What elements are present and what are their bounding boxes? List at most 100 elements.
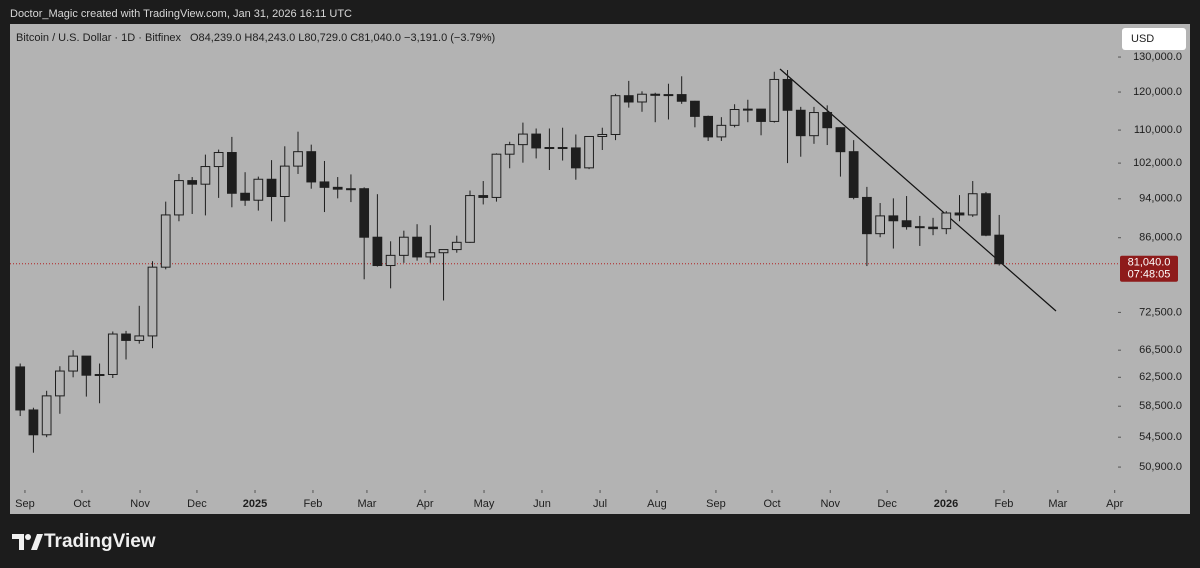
- candle-body: [200, 166, 211, 185]
- candle-body: [28, 409, 39, 436]
- candle-body: [994, 234, 1005, 265]
- candle-body: [359, 188, 370, 238]
- x-tick-label: Feb: [303, 498, 322, 510]
- candle-body: [610, 95, 621, 135]
- y-tick-label: 102,000.0: [1133, 157, 1182, 169]
- y-tick-label: 94,000.0: [1139, 193, 1182, 205]
- candle-body: [41, 395, 52, 436]
- x-tick-label: Dec: [187, 498, 207, 510]
- candle-body: [703, 115, 714, 138]
- candle-body: [901, 220, 912, 228]
- x-tick-label: 2026: [934, 498, 958, 510]
- candle-body: [81, 355, 92, 376]
- candle-body: [226, 152, 237, 194]
- candle-body: [68, 355, 78, 372]
- candle-body: [332, 186, 343, 190]
- candle-body: [531, 133, 542, 149]
- candle-body: [121, 333, 131, 341]
- candle-body: [690, 100, 700, 117]
- candle-body: [293, 151, 303, 167]
- candle-body: [676, 94, 687, 102]
- x-tick-label: 2025: [243, 498, 267, 510]
- price-tag: [1120, 255, 1178, 282]
- candle-body: [504, 144, 515, 155]
- candle-body: [15, 366, 26, 411]
- candle-body: [769, 78, 780, 122]
- candle-body: [570, 147, 581, 169]
- candle-body: [862, 196, 872, 235]
- candle-body: [637, 93, 647, 103]
- x-tick-label: May: [474, 498, 495, 510]
- x-tick-label: Mar: [1048, 498, 1067, 510]
- x-tick-label: Sep: [15, 498, 35, 510]
- candle-body: [319, 181, 330, 188]
- candle-body: [756, 108, 766, 122]
- candle-body: [147, 266, 158, 337]
- candle-body: [888, 215, 899, 222]
- candle-body: [782, 78, 793, 111]
- candle-body: [597, 133, 608, 137]
- y-tick-label: 72,500.0: [1139, 306, 1182, 318]
- candle-body: [584, 135, 594, 169]
- x-tick-label: Feb: [994, 498, 1013, 510]
- candle-body: [438, 249, 449, 254]
- candle-body: [160, 214, 171, 268]
- brand-logo: [12, 534, 43, 550]
- candle-body: [398, 236, 409, 256]
- candles: [15, 70, 1005, 453]
- countdown: 07:48:05: [1128, 269, 1171, 281]
- candle-body: [557, 147, 568, 150]
- candle-body: [491, 153, 502, 198]
- x-tick-label: Dec: [877, 498, 897, 510]
- candle-body: [981, 193, 991, 236]
- candle-body: [809, 112, 819, 137]
- candle-body: [848, 151, 859, 198]
- y-tick-label: 50,900.0: [1139, 461, 1182, 473]
- candle-body: [372, 236, 383, 267]
- x-tick-label: Mar: [357, 498, 376, 510]
- ohlc-legend: O84,239.0 H84,243.0 L80,729.0 C81,040.0 …: [190, 32, 495, 44]
- candle-body: [795, 109, 806, 137]
- candle-body: [279, 165, 290, 198]
- candle-body: [174, 180, 184, 216]
- y-tick-label: 110,000.0: [1134, 124, 1182, 136]
- candle-body: [663, 94, 674, 97]
- currency-label[interactable]: USD: [1131, 33, 1154, 45]
- y-tick-label: 62,500.0: [1139, 371, 1182, 383]
- x-tick-label: Apr: [416, 498, 433, 510]
- candle-body: [55, 370, 65, 397]
- x-tick-label: Nov: [820, 498, 840, 510]
- candle-body: [465, 195, 475, 243]
- candle-body: [742, 108, 753, 111]
- candle-body: [240, 192, 250, 201]
- candle-body: [835, 127, 846, 153]
- candle-body: [213, 152, 224, 168]
- chart-title: Bitcoin / U.S. Dollar · 1D · Bitfinex: [16, 32, 182, 44]
- candle-body: [253, 178, 264, 201]
- candle-body: [266, 178, 277, 198]
- currency-button[interactable]: [1122, 28, 1186, 50]
- candle-body: [94, 374, 105, 377]
- trend-line: [779, 68, 1057, 312]
- y-tick-label: 58,500.0: [1139, 400, 1182, 412]
- candle-body: [967, 193, 978, 216]
- x-tick-label: Apr: [1106, 498, 1123, 510]
- candle-body: [412, 236, 422, 258]
- candle-body: [914, 226, 925, 229]
- y-tick-label: 54,500.0: [1139, 431, 1182, 443]
- candle-body: [425, 252, 436, 258]
- y-tick-label: 66,500.0: [1139, 344, 1182, 356]
- x-tick-label: Sep: [706, 498, 726, 510]
- brand-name: TradingView: [44, 531, 156, 552]
- candle-body: [478, 195, 489, 198]
- candle-body: [346, 188, 356, 191]
- candle-body: [518, 133, 528, 146]
- candle-body: [941, 212, 952, 230]
- candle-body: [650, 93, 661, 96]
- candle-body: [822, 112, 833, 129]
- x-tick-label: Oct: [763, 498, 780, 510]
- candle-body: [954, 212, 965, 216]
- candle-body: [451, 241, 462, 251]
